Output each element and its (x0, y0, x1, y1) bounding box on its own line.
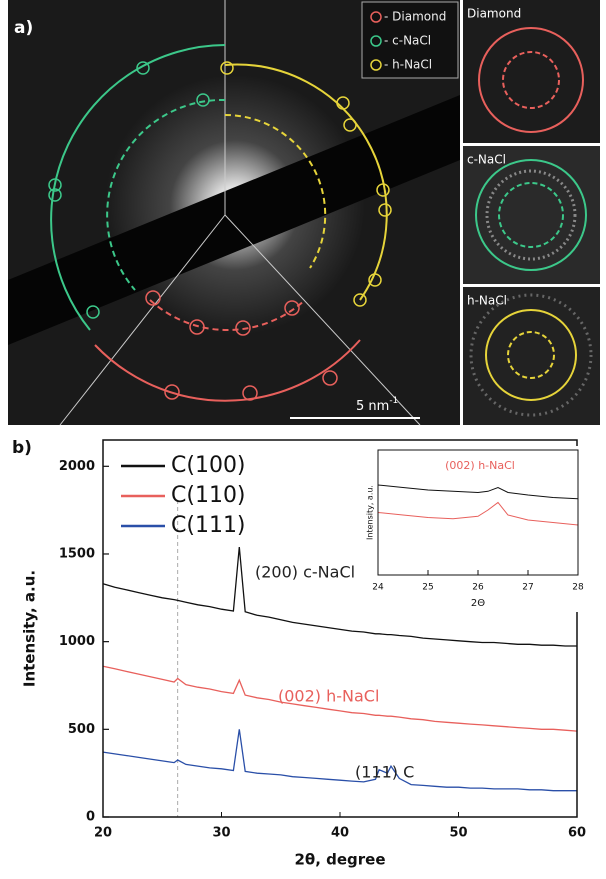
annotation: (002) h-NaCl (278, 687, 379, 706)
y-tick-label: 1000 (59, 634, 95, 649)
y-tick-label: 1500 (59, 546, 95, 561)
annotation: (200) c-NaCl (255, 563, 355, 582)
legend-label: C(110) (171, 483, 246, 508)
page: a) - Diamond - c-NaCl - h-NaCl 5 nm-1 Di… (0, 0, 606, 879)
legend-label: - h-NaCl (384, 58, 432, 72)
panel-label: a) (14, 18, 33, 38)
x-axis-title: 2Θ (471, 598, 485, 609)
figure: a) - Diamond - c-NaCl - h-NaCl 5 nm-1 Di… (0, 0, 606, 875)
side-panel-label: Diamond (467, 7, 521, 21)
series-line (103, 729, 577, 790)
y-axis-title: Intensity, a.u. (21, 570, 39, 687)
legend-label: C(111) (171, 513, 246, 538)
y-axis-title: Intensity, a.u. (366, 485, 375, 540)
side-panel (463, 287, 600, 425)
x-tick-label: 25 (422, 583, 433, 593)
scale-text: 5 nm (356, 399, 389, 414)
annotation: (002) h-NaCl (445, 459, 515, 472)
side-panel (463, 146, 600, 284)
panel-label: b) (12, 438, 32, 458)
legend-label: C(100) (171, 453, 246, 478)
panel-a: a) - Diamond - c-NaCl - h-NaCl 5 nm-1 Di… (8, 0, 600, 425)
side-panels: Diamond c-NaCl h-NaCl (463, 0, 600, 425)
x-tick-label: 24 (372, 583, 384, 593)
x-tick-label: 40 (331, 826, 349, 841)
y-tick-label: 500 (68, 722, 95, 737)
legend-label: - c-NaCl (384, 34, 431, 48)
x-tick-label: 20 (94, 826, 112, 841)
side-panel-label: h-NaCl (467, 294, 507, 308)
scale-exponent: -1 (389, 396, 398, 406)
annotation: (111) C (355, 763, 414, 782)
x-tick-label: 28 (572, 583, 584, 593)
y-tick-label: 0 (86, 810, 95, 825)
x-tick-label: 30 (212, 826, 230, 841)
x-tick-label: 50 (449, 826, 467, 841)
x-tick-label: 27 (522, 583, 533, 593)
y-tick-label: 2000 (59, 459, 95, 474)
x-axis-title: 2θ, degree (294, 851, 385, 869)
side-panel (463, 0, 600, 143)
x-tick-label: 60 (568, 826, 586, 841)
side-panel-label: c-NaCl (467, 153, 506, 167)
legend-label: - Diamond (384, 10, 446, 24)
x-tick-label: 26 (472, 583, 484, 593)
